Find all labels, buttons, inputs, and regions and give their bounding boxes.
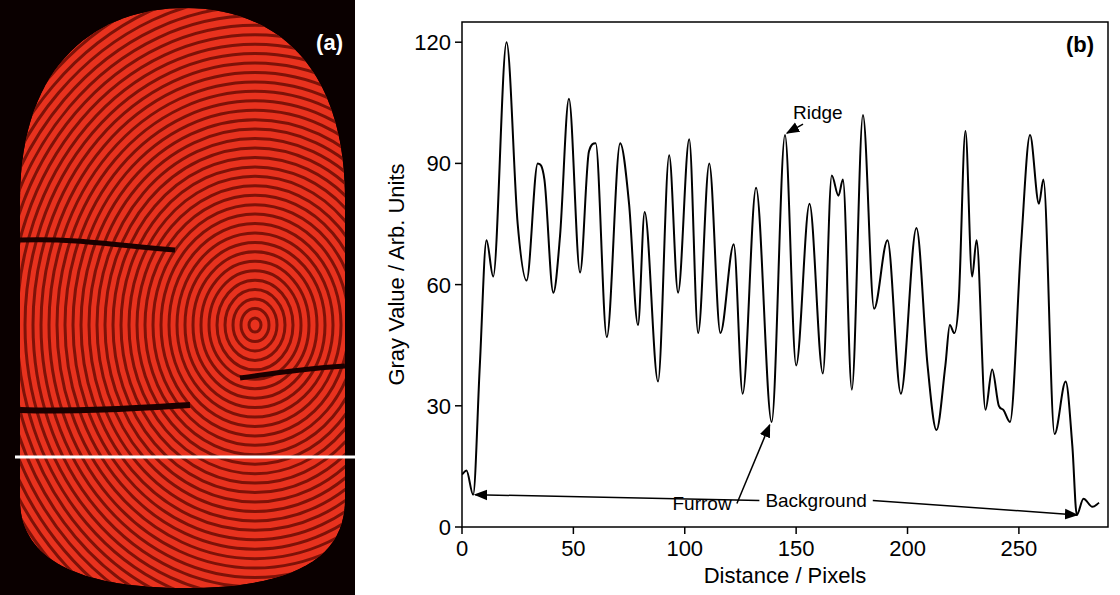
ridge-furrow — [33, 63, 477, 587]
ridge-furrow — [0, 0, 669, 595]
annotation-label: Background — [765, 490, 866, 511]
plot-area — [462, 42, 1099, 515]
ridge-furrow — [241, 308, 269, 341]
panel-label: (b) — [1066, 32, 1094, 57]
y-tick-label: 90 — [427, 151, 451, 176]
annotations: Ridge Furrow Background — [475, 102, 1077, 515]
x-tick — [907, 527, 909, 534]
crease — [240, 366, 345, 378]
annotation-arrow — [873, 501, 1077, 515]
ridge-furrow — [0, 0, 565, 595]
ridge-furrow — [0, 0, 637, 595]
ridge-furrow — [41, 72, 469, 577]
ridge-furrow — [0, 0, 653, 595]
ridge-furrow — [49, 82, 461, 568]
ridge-furrow — [0, 0, 557, 595]
ridge-furrow — [121, 167, 389, 483]
figure: (a) 0 50 100 150 200 250 0 30 60 90 120 Distance / P… — [0, 0, 1120, 595]
fingerprint — [0, 0, 669, 595]
x-tick — [1018, 527, 1020, 534]
ridge-furrow — [0, 0, 605, 595]
ridge-furrow — [217, 280, 293, 370]
ridge-furrow — [1, 25, 509, 595]
ridge-furrow — [145, 195, 365, 455]
ridge-furrow — [0, 0, 597, 595]
ridge-furrow — [89, 129, 421, 521]
y-tick — [455, 284, 462, 286]
y-tick-label: 60 — [427, 273, 451, 298]
plot-frame — [462, 22, 1108, 527]
annotation-arrow — [787, 124, 803, 133]
profile-curve — [462, 42, 1099, 515]
ridge-furrow — [0, 0, 661, 595]
annotation-arrow — [475, 495, 759, 501]
ridge-furrow — [129, 176, 381, 473]
ridge-furrow — [57, 91, 453, 558]
ridge-furrow — [81, 120, 429, 531]
ridge-furrow — [169, 224, 341, 427]
ridge-furrow — [0, 0, 589, 595]
ridge-furrow — [137, 186, 373, 464]
ridge-furrow — [0, 0, 581, 595]
x-tick — [795, 527, 797, 534]
x-tick-label: 200 — [889, 536, 926, 561]
x-tick — [684, 527, 686, 534]
ridge-furrow — [233, 299, 277, 351]
ridge-furrow — [113, 157, 397, 492]
ridge-furrow — [249, 318, 261, 332]
annotation-label: Ridge — [793, 102, 843, 123]
y-tick — [455, 405, 462, 407]
panel-b: 0 50 100 150 200 250 0 30 60 90 120 Distance / Pixe… — [384, 22, 1108, 588]
ridge-furrow — [0, 6, 525, 595]
ridge-furrow — [0, 0, 613, 595]
y-axis-title: Gray Value / Arb. Units — [384, 163, 409, 385]
profile-line — [15, 456, 355, 459]
y-tick — [455, 526, 462, 528]
ridge-furrow — [0, 16, 517, 595]
ridge-furrow — [0, 0, 573, 595]
ridge-furrow — [0, 0, 533, 595]
ridge-furrow — [0, 0, 621, 595]
label-patch — [762, 489, 869, 512]
crease — [20, 240, 175, 250]
crease — [20, 405, 190, 411]
x-tick-label: 0 — [456, 536, 468, 561]
x-tick-label: 250 — [1001, 536, 1038, 561]
ridge-furrow — [17, 44, 493, 595]
x-tick-label: 50 — [561, 536, 585, 561]
ridge-furrow — [25, 54, 485, 595]
panel-label: (a) — [316, 30, 343, 55]
ridge-furrow — [0, 0, 645, 595]
ridge-furrow — [65, 101, 445, 549]
y-tick — [455, 41, 462, 43]
ridge-furrow — [153, 205, 357, 446]
ridge-furrow — [185, 242, 325, 407]
x-tick — [461, 527, 463, 534]
y-tick — [455, 163, 462, 165]
annotation-label: Furrow — [673, 493, 732, 514]
y-tick-label: 30 — [427, 394, 451, 419]
ridge-furrow — [0, 0, 549, 595]
ridge-furrow — [0, 0, 629, 595]
x-tick-label: 100 — [666, 536, 703, 561]
y-tick-label: 0 — [439, 515, 451, 540]
ridge-furrow — [9, 35, 501, 595]
panel-a: (a) — [0, 0, 669, 595]
ridge-furrow — [177, 233, 333, 417]
x-axis-title: Distance / Pixels — [704, 563, 867, 588]
x-tick-label: 150 — [778, 536, 815, 561]
ridge-furrow — [225, 290, 285, 361]
ridge-furrow — [105, 148, 405, 502]
y-tick-label: 120 — [414, 30, 451, 55]
ridge-furrow — [73, 110, 437, 540]
ridge-furrow — [209, 271, 301, 380]
ridge-furrow — [0, 0, 541, 595]
x-tick — [573, 527, 575, 534]
